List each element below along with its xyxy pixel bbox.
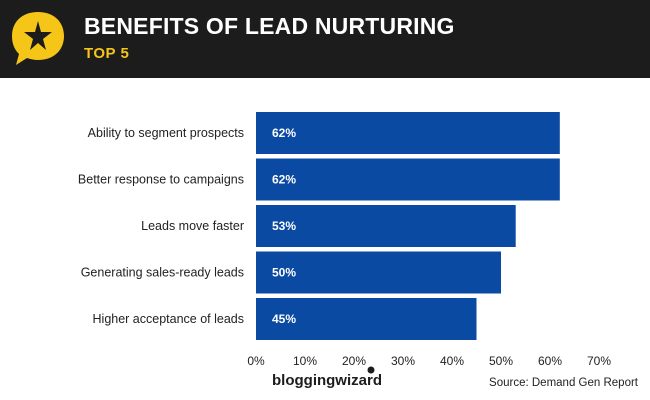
category-labels: Ability to segment prospects Better respo… bbox=[78, 126, 244, 326]
bars-layer: 62% 62% 53% 50% 45% bbox=[256, 112, 560, 340]
bar-1 bbox=[256, 112, 560, 154]
header-banner: BENEFITS OF LEAD NURTURING TOP 5 bbox=[0, 0, 650, 78]
page-title: BENEFITS OF LEAD NURTURING bbox=[84, 13, 455, 39]
bar-value-label: 62% bbox=[272, 173, 296, 187]
bar-value-label: 62% bbox=[272, 126, 296, 140]
x-tick-label: 20% bbox=[342, 354, 366, 368]
x-tick-label: 30% bbox=[391, 354, 415, 368]
category-label: Higher acceptance of leads bbox=[93, 312, 244, 326]
logo-sparkle-icon bbox=[367, 366, 375, 374]
page-subtitle: TOP 5 bbox=[84, 45, 130, 62]
x-tick-label: 50% bbox=[489, 354, 513, 368]
bar-value-label: 53% bbox=[272, 219, 296, 233]
x-tick-label: 70% bbox=[587, 354, 611, 368]
category-label: Leads move faster bbox=[141, 219, 244, 233]
bar-value-label: 50% bbox=[272, 266, 296, 280]
x-tick-label: 60% bbox=[538, 354, 562, 368]
x-tick-label: 10% bbox=[293, 354, 317, 368]
bar-5 bbox=[256, 298, 477, 340]
x-tick-label: 0% bbox=[247, 354, 265, 368]
star-speech-bubble-icon bbox=[12, 12, 64, 65]
category-label: Generating sales-ready leads bbox=[81, 266, 244, 280]
bar-2 bbox=[256, 158, 560, 201]
bar-value-label: 45% bbox=[272, 312, 296, 326]
bar-3 bbox=[256, 205, 516, 247]
bar-4 bbox=[256, 251, 501, 294]
x-axis-ticks: 0% 10% 20% 30% 40% 50% 60% 70% bbox=[247, 354, 611, 368]
brand-logo: bloggingwizard bbox=[272, 372, 382, 389]
category-label: Better response to campaigns bbox=[78, 173, 244, 187]
source-note: Source: Demand Gen Report bbox=[489, 377, 638, 389]
category-label: Ability to segment prospects bbox=[88, 126, 244, 140]
x-tick-label: 40% bbox=[440, 354, 464, 368]
bar-chart: 62% 62% 53% 50% 45% Ability to segment prosp… bbox=[78, 112, 611, 368]
